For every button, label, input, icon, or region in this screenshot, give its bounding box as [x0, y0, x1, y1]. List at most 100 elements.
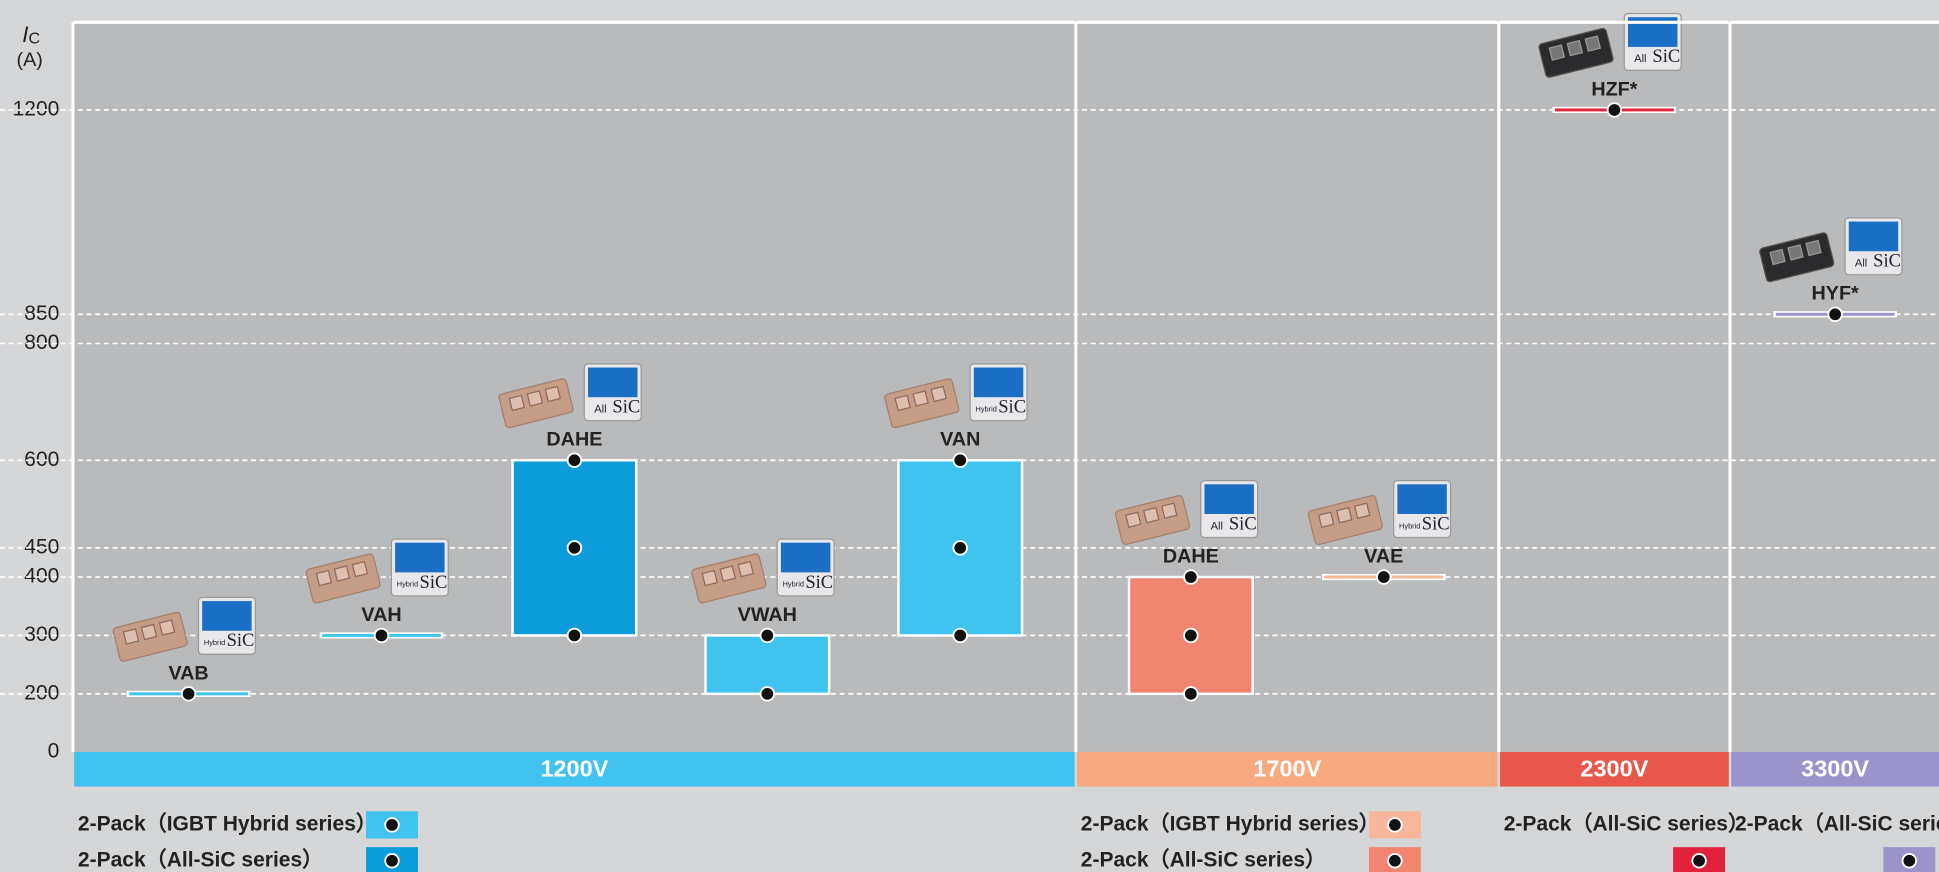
rating-dot: [759, 627, 776, 644]
rating-dot: [952, 627, 968, 644]
badge-large: SiC: [805, 572, 833, 593]
legend-label: 2-Pack（All-SiC series）: [78, 847, 323, 871]
legend-dot: [1901, 853, 1918, 869]
product-name: DAHE: [1163, 545, 1219, 567]
badge-large: SiC: [998, 397, 1026, 418]
module-terminal: [1805, 239, 1822, 257]
module-terminal: [351, 560, 369, 578]
badge-small: All: [1211, 520, 1223, 532]
badge-large: SiC: [420, 572, 448, 593]
module-image: [1538, 27, 1614, 78]
rating-dot: [566, 627, 583, 644]
product-name: DAHE: [546, 429, 602, 451]
range-bar: [704, 634, 831, 696]
rating-dot: [1376, 569, 1392, 585]
badge-grid: [1848, 221, 1899, 252]
module-terminal: [894, 394, 911, 412]
product-name: VAH: [361, 604, 401, 626]
rating-dot: [373, 627, 390, 644]
module-terminal: [122, 628, 140, 645]
voltage-label: 1200V: [540, 756, 608, 782]
module-image: [305, 553, 381, 604]
legend-dot: [1691, 853, 1707, 869]
module-terminal: [701, 569, 718, 587]
rating-dot: [759, 686, 776, 702]
module-terminal: [912, 390, 929, 407]
legend-dot: [1387, 853, 1403, 869]
rating-dot: [566, 452, 583, 469]
badge-small: All: [1634, 53, 1646, 65]
rating-dot: [1183, 627, 1199, 644]
module-image: [1114, 495, 1191, 546]
product-name: VAB: [168, 662, 208, 684]
module-terminal: [1317, 511, 1335, 528]
module-image: [498, 378, 574, 429]
legend-dot: [384, 853, 400, 869]
badge-small: All: [1855, 258, 1867, 270]
product-name: HZF*: [1591, 78, 1637, 100]
voltage-label: 2300V: [1580, 756, 1648, 782]
voltage-band: [1500, 751, 1729, 787]
rating-dot: [952, 452, 968, 469]
y-axis-label: IC: [22, 22, 40, 48]
badge-small: Hybrid: [1399, 521, 1420, 530]
module-terminal: [315, 569, 333, 587]
rating-dot: [180, 686, 197, 702]
badge-grid: [1204, 484, 1254, 514]
rating-dot: [1183, 686, 1199, 702]
badge-large: SiC: [1873, 251, 1901, 272]
badge-small: Hybrid: [204, 638, 225, 647]
y-tick-label: 450: [24, 535, 59, 558]
badge-small: All: [594, 404, 606, 416]
module-terminal: [1584, 35, 1602, 52]
module-terminal: [1335, 506, 1353, 524]
y-tick-label: 1200: [13, 97, 60, 120]
badge-small: Hybrid: [783, 580, 804, 589]
badge-grid: [1397, 484, 1447, 514]
voltage-label: 3300V: [1801, 756, 1869, 782]
badge-grid: [202, 601, 252, 631]
voltage-band: [74, 751, 1075, 787]
module-terminal: [1548, 44, 1566, 61]
product-name: HYF*: [1812, 283, 1860, 305]
rating-dot: [952, 540, 968, 556]
module-terminal: [1125, 511, 1142, 528]
module-terminal: [526, 390, 544, 407]
badge-small: Hybrid: [397, 580, 418, 589]
module-terminal: [1769, 248, 1786, 266]
module-terminal: [1787, 244, 1804, 261]
module-terminal: [737, 560, 754, 578]
module-terminal: [508, 394, 526, 412]
legend-dot: [384, 817, 400, 833]
y-tick-label: 400: [24, 565, 59, 588]
module-image: [112, 611, 188, 662]
voltage-band: [1077, 751, 1498, 787]
rating-dot: [1827, 306, 1843, 323]
y-axis-unit: (A): [16, 49, 42, 71]
y-tick-label: 300: [24, 623, 59, 646]
badge-grid: [395, 542, 445, 573]
product-name: VAE: [1364, 545, 1403, 567]
badge-large: SiC: [1229, 513, 1257, 534]
legend-dot: [1387, 817, 1403, 833]
badge-large: SiC: [1652, 46, 1680, 67]
voltage-label: 1700V: [1253, 756, 1321, 782]
module-terminal: [158, 619, 176, 636]
badge-grid: [973, 367, 1024, 398]
y-tick-label: 200: [24, 681, 59, 704]
badge-grid: [588, 367, 638, 398]
badge-large: SiC: [612, 397, 640, 418]
legend-label: 2-Pack（IGBT Hybrid series）: [1081, 811, 1380, 835]
module-image: [691, 553, 767, 604]
legend-label: 2-Pack（All-SiC series）: [1081, 847, 1326, 871]
badge-small: Hybrid: [975, 405, 996, 414]
legend-label: 2-Pack（IGBT Hybrid series）: [78, 811, 377, 835]
y-tick-label: 800: [24, 331, 59, 354]
badge-large: SiC: [1422, 513, 1450, 534]
module-terminal: [930, 385, 947, 403]
legend-label: 2-Pack（All-SiC series）: [1735, 811, 1939, 835]
rating-dot: [566, 540, 583, 556]
y-tick-label: 600: [24, 448, 59, 471]
